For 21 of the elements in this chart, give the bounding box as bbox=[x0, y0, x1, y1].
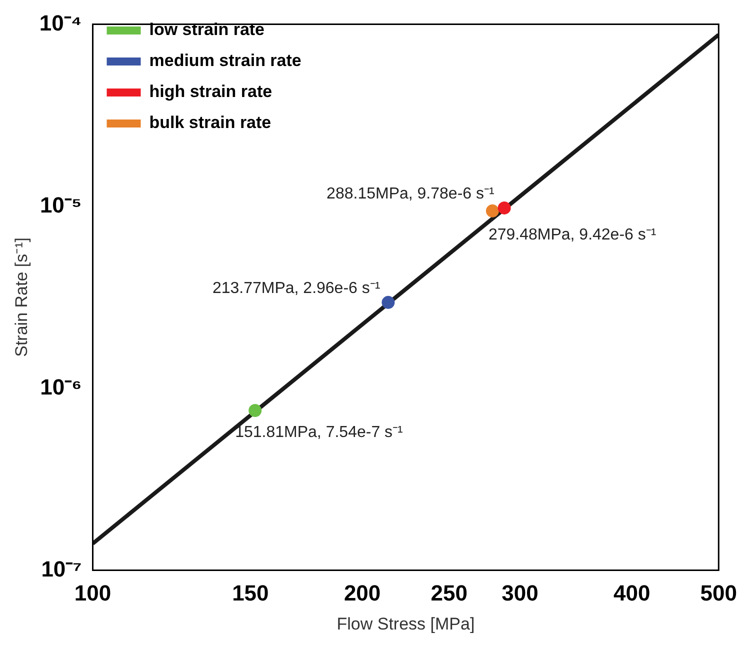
y-axis-title: Strain Rate [s⁻¹] bbox=[12, 238, 31, 357]
x-tick-label: 300 bbox=[502, 580, 538, 606]
annotation: 288.15MPa, 9.78e-6 s⁻¹ bbox=[326, 185, 494, 202]
legend-label: bulk strain rate bbox=[149, 113, 272, 132]
y-tick-label: 10⁻⁴ bbox=[39, 10, 82, 36]
x-axis-title: Flow Stress [MPa] bbox=[336, 614, 475, 634]
annotation: 279.48MPa, 9.42e-6 s⁻¹ bbox=[488, 226, 656, 244]
legend-label: high strain rate bbox=[149, 82, 272, 102]
legend-label: medium strain rate bbox=[149, 51, 302, 70]
annotation: 213.77MPa, 2.96e-6 s⁻¹ bbox=[212, 280, 380, 297]
y-tick-label: 10⁻⁶ bbox=[40, 374, 82, 400]
x-tick-label: 400 bbox=[614, 580, 650, 606]
annotation: 151.81MPa, 7.54e-7 s⁻¹ bbox=[235, 424, 403, 441]
x-tick-label: 500 bbox=[700, 580, 738, 606]
x-tick-label: 250 bbox=[430, 580, 468, 606]
x-tick-label: 100 bbox=[74, 580, 112, 606]
x-tick-label: 150 bbox=[232, 580, 269, 606]
legend-label: low strain rate bbox=[149, 20, 265, 40]
y-tick-label: 10⁻⁷ bbox=[41, 556, 82, 582]
x-tick-label: 200 bbox=[344, 580, 381, 606]
y-tick-label: 10⁻⁵ bbox=[40, 192, 82, 218]
